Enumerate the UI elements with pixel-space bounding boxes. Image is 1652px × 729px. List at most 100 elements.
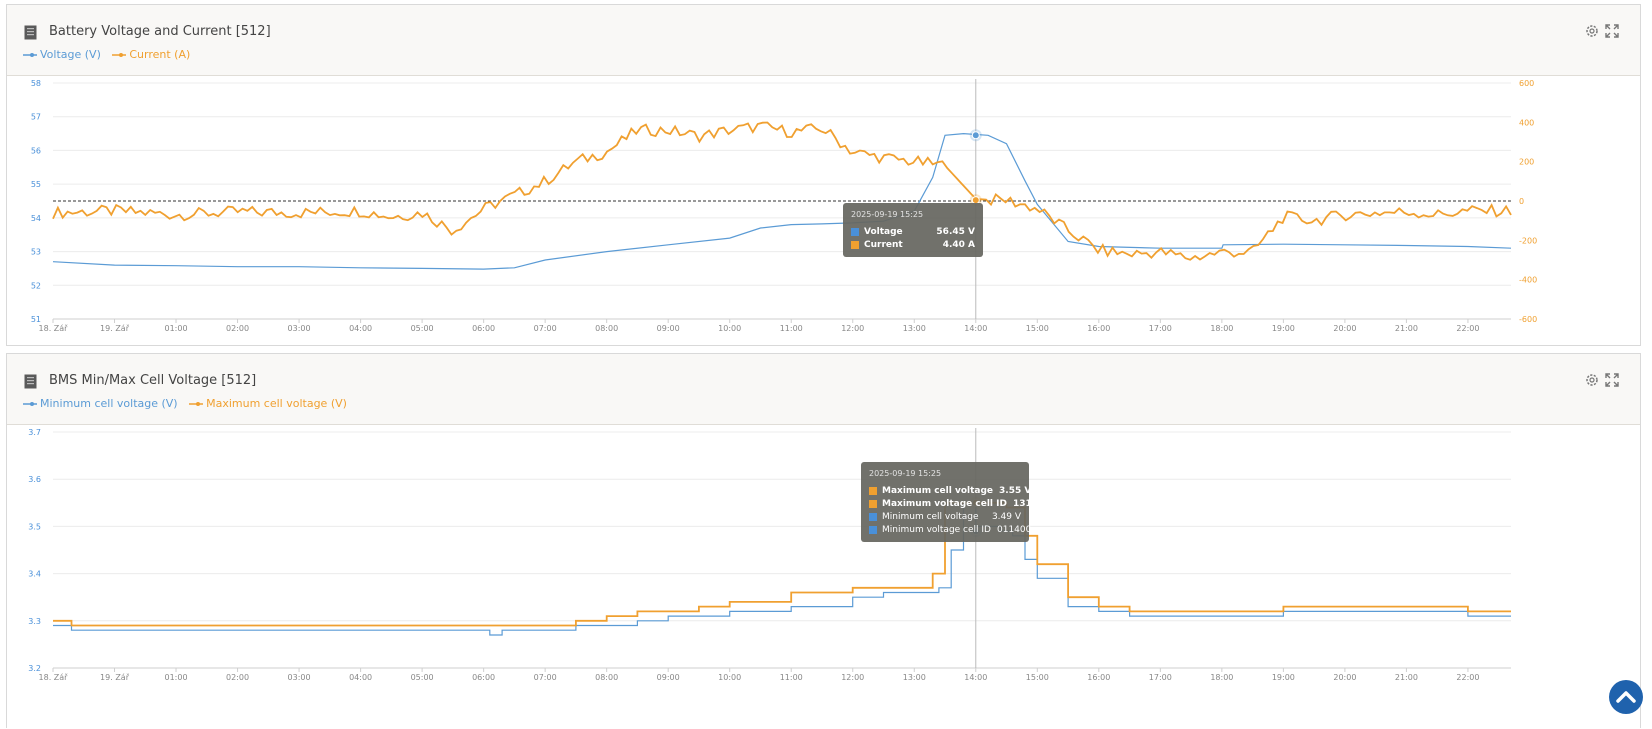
- series-line-orange: [52, 121, 1512, 261]
- x-tick-label: 15:00: [1026, 673, 1049, 682]
- legend-voltage[interactable]: Voltage (V): [23, 48, 101, 61]
- x-tick-label: 03:00: [288, 324, 311, 333]
- x-tick-label: 03:00: [288, 673, 311, 682]
- chart-tooltip: 2025-09-19 15:25 Maximum cell voltage 3.5…: [861, 462, 1051, 542]
- x-tick-label: 18:00: [1210, 324, 1233, 333]
- tooltip-row: Maximum cell voltage 3.55 V: [869, 484, 1031, 497]
- y-tick-label-left: 3.4: [28, 570, 41, 579]
- x-tick-label: 12:00: [841, 324, 864, 333]
- document-icon: [24, 25, 37, 40]
- line-marker-icon: [189, 401, 204, 406]
- x-tick-label: 13:00: [903, 673, 926, 682]
- x-tick-label: 16:00: [1087, 324, 1110, 333]
- x-tick-label: 18:00: [1210, 673, 1233, 682]
- y-tick-label-right: 600: [1519, 79, 1534, 88]
- chevron-up-icon: [1616, 691, 1636, 703]
- chart-plot-area[interactable]: 3.7 3.6 3.5 3.4 3.3 3.218. Zář 19. Zář 01:00 02:…: [7, 424, 1640, 729]
- gear-icon[interactable]: [1584, 23, 1600, 39]
- chart-plot-area[interactable]: 58 57 56 55 54 53 52 51 600 400 200 0 -200 -400 -600 18…: [7, 75, 1640, 345]
- y-tick-label-left: 57: [31, 113, 41, 122]
- gear-icon[interactable]: [1584, 372, 1600, 388]
- x-tick-label: 18. Zář: [39, 673, 69, 682]
- panel-title: BMS Min/Max Cell Voltage [512]: [49, 373, 257, 388]
- x-tick-label: 09:00: [657, 673, 680, 682]
- expand-icon[interactable]: [1604, 23, 1620, 39]
- tooltip-time: 2025-09-19 15:25: [851, 210, 924, 219]
- y-tick-label-right: -600: [1519, 315, 1537, 324]
- tooltip-row: Minimum voltage cell ID 011400: [869, 523, 1031, 536]
- x-tick-label: 04:00: [349, 673, 372, 682]
- x-tick-label: 17:00: [1149, 673, 1172, 682]
- panel-header: BMS Min/Max Cell Voltage [512] Minimum c…: [7, 354, 1640, 425]
- legend-max-cell[interactable]: Maximum cell voltage (V): [189, 397, 347, 410]
- y-tick-label-right: 0: [1519, 197, 1524, 206]
- chart-legend: Voltage (V) Current (A): [23, 48, 198, 62]
- series-line-blue: [53, 502, 1511, 636]
- legend-min-cell[interactable]: Minimum cell voltage (V): [23, 397, 178, 410]
- document-icon: [24, 374, 37, 389]
- x-tick-label: 16:00: [1087, 673, 1110, 682]
- tooltip-row: Minimum cell voltage 3.49 V: [869, 510, 1021, 523]
- y-tick-label-left: 3.7: [28, 428, 41, 437]
- y-tick-label-left: 55: [31, 180, 41, 189]
- legend-current[interactable]: Current (A): [112, 48, 190, 61]
- x-tick-label: 21:00: [1395, 324, 1418, 333]
- x-tick-label: 07:00: [534, 324, 557, 333]
- x-tick-label: 05:00: [411, 324, 434, 333]
- y-tick-label-left: 3.2: [28, 664, 41, 673]
- y-tick-label-left: 3.5: [28, 522, 41, 531]
- x-tick-label: 01:00: [165, 673, 188, 682]
- y-tick-label-left: 3.3: [28, 617, 41, 626]
- chart-tooltip: 2025-09-19 15:25 Voltage 56.45 V Current 4…: [843, 203, 983, 257]
- x-tick-label: 05:00: [411, 673, 434, 682]
- tooltip-row: Voltage 56.45 V: [851, 225, 975, 238]
- tooltip-row: Maximum voltage cell ID 131501: [869, 497, 1051, 510]
- y-tick-label-left: 51: [31, 315, 41, 324]
- expand-icon[interactable]: [1604, 372, 1620, 388]
- scroll-to-top-button[interactable]: [1609, 680, 1643, 714]
- x-tick-label: 15:00: [1026, 324, 1049, 333]
- cell-voltage-chart-panel: BMS Min/Max Cell Voltage [512] Minimum c…: [6, 353, 1641, 728]
- series-line-orange: [53, 501, 1511, 627]
- x-tick-label: 19. Zář: [100, 324, 130, 333]
- x-tick-label: 18. Zář: [39, 324, 69, 333]
- x-tick-label: 02:00: [226, 673, 249, 682]
- x-tick-label: 10:00: [718, 673, 741, 682]
- x-tick-label: 20:00: [1333, 673, 1356, 682]
- x-tick-label: 17:00: [1149, 324, 1172, 333]
- x-tick-label: 04:00: [349, 324, 372, 333]
- tooltip-row: Current 4.40 A: [851, 238, 975, 251]
- line-marker-icon: [23, 52, 37, 57]
- panel-title: Battery Voltage and Current [512]: [49, 24, 271, 39]
- x-tick-label: 11:00: [780, 673, 803, 682]
- x-tick-label: 21:00: [1395, 673, 1418, 682]
- x-tick-label: 06:00: [472, 673, 495, 682]
- x-tick-label: 14:00: [964, 324, 987, 333]
- series-line-blue: [52, 132, 1512, 270]
- tooltip-time: 2025-09-19 15:25: [869, 469, 942, 478]
- chart-legend: Minimum cell voltage (V) Maximum cell vo…: [23, 397, 355, 411]
- y-tick-label-left: 58: [31, 79, 41, 88]
- x-tick-label: 11:00: [780, 324, 803, 333]
- y-tick-label-right: 200: [1519, 158, 1534, 167]
- battery-chart-panel: Battery Voltage and Current [512] Voltag…: [6, 4, 1641, 346]
- x-tick-label: 08:00: [595, 324, 618, 333]
- x-tick-label: 20:00: [1333, 324, 1356, 333]
- x-tick-label: 14:00: [964, 673, 987, 682]
- y-tick-label-right: 400: [1519, 118, 1534, 127]
- panel-header: Battery Voltage and Current [512] Voltag…: [7, 5, 1640, 76]
- y-tick-label-left: 3.6: [28, 475, 41, 484]
- hover-marker: [971, 131, 980, 140]
- x-tick-label: 19. Zář: [100, 673, 130, 682]
- x-tick-label: 06:00: [472, 324, 495, 333]
- x-tick-label: 09:00: [657, 324, 680, 333]
- y-tick-label-left: 53: [31, 248, 41, 257]
- x-tick-label: 01:00: [165, 324, 188, 333]
- x-tick-label: 07:00: [534, 673, 557, 682]
- x-tick-label: 22:00: [1456, 324, 1479, 333]
- x-tick-label: 19:00: [1272, 324, 1295, 333]
- x-tick-label: 19:00: [1272, 673, 1295, 682]
- line-marker-icon: [23, 401, 37, 406]
- y-tick-label-right: -400: [1519, 276, 1537, 285]
- line-marker-icon: [112, 52, 127, 57]
